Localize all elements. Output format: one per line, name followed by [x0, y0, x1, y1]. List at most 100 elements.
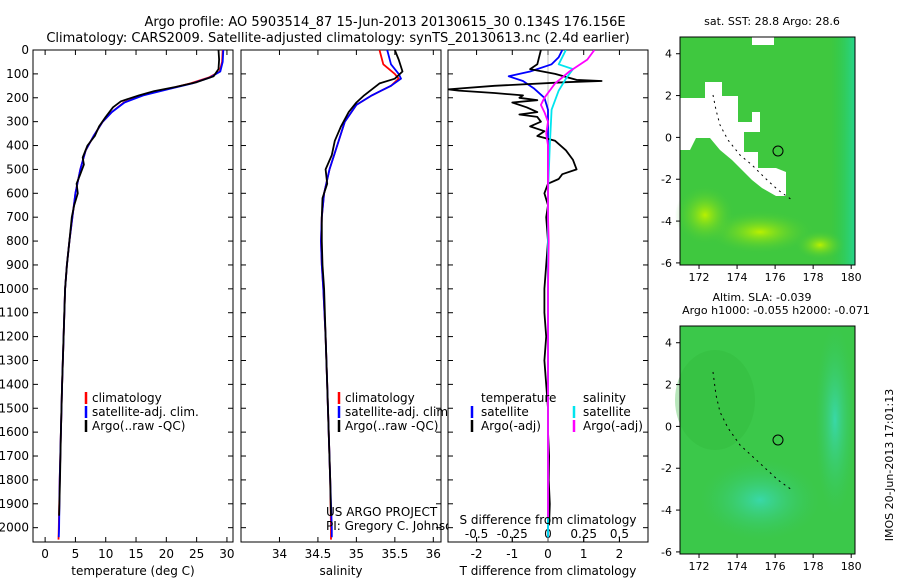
map-y-tick-label: -6: [661, 257, 672, 270]
x-tick-label: 5: [72, 547, 80, 561]
map-x-tick-label: 178: [803, 271, 824, 284]
legend-label-clim: climatology: [92, 391, 162, 405]
y-tick-label: 600: [6, 186, 29, 200]
sst-map-cloud-mask: [752, 37, 774, 45]
x-tick-label: 10: [98, 547, 113, 561]
legend-label-argo: Argo(..raw -QC): [92, 419, 185, 433]
difference-y-ticks: [448, 49, 648, 529]
y-tick-label: 2000: [0, 521, 29, 535]
map-x-tick-label: 176: [765, 271, 786, 284]
map-y-tick-label: -6: [661, 546, 672, 559]
sla-map-frame: [679, 325, 856, 555]
y-tick-label: 300: [6, 115, 29, 129]
x-tick-label: 25: [189, 547, 204, 561]
x-tick-label: 15: [128, 547, 143, 561]
sla-map-high-patch: [815, 325, 855, 515]
temperature-x-label: temperature (deg C): [71, 564, 194, 578]
temperature-x-ticks: 0 5 10 15 20 25 30: [41, 50, 235, 561]
map-x-tick-label: 176: [765, 560, 786, 573]
map-y-tick-label: 2: [665, 90, 672, 103]
sst-map-cloud-mask: [680, 82, 786, 196]
legend-title-temperature: temperature: [481, 391, 556, 405]
y-tick-label: 1700: [0, 449, 29, 463]
salinity-legend: climatology satellite-adj. clim. Argo(..…: [337, 391, 452, 433]
y-tick-label: 1200: [0, 330, 29, 344]
x-tick-label: 35: [349, 547, 364, 561]
sst-map-argo-marker: [772, 145, 784, 157]
sla-map-coastline: [712, 371, 793, 491]
temperature-legend: climatology satellite-adj. clim. Argo(..…: [84, 391, 199, 433]
x-tick-label: 34: [272, 547, 287, 561]
map-y-tick-label: 0: [665, 420, 672, 433]
legend-label-s-sat: satellite: [583, 405, 631, 419]
figure-title-line2: Climatology: CARS2009. Satellite-adjuste…: [46, 31, 629, 46]
processing-stamp: IMOS 20-Jun-2013 17:01:13: [883, 389, 896, 542]
x-tick-label: 0: [544, 547, 552, 561]
map-y-tick-label: 0: [665, 131, 672, 144]
legend-label-t-sat: satellite: [481, 405, 529, 419]
x-tick-label: 1: [580, 547, 588, 561]
map-x-tick-label: 174: [727, 271, 748, 284]
salinity-series: [320, 50, 404, 540]
sst-map-frame: [679, 36, 856, 266]
map-y-tick-label: 2: [665, 379, 672, 392]
legend-label-s-argo: Argo(-adj): [583, 419, 643, 433]
legend-title-salinity: salinity: [583, 391, 626, 405]
y-tick-label: 1100: [0, 306, 29, 320]
figure-title-line1: Argo profile: AO 5903514_87 15-Jun-2013 …: [144, 15, 625, 30]
x-tick-label: -2: [471, 547, 483, 561]
temperature-series: [57, 50, 225, 540]
sst-map-cool-patch: [675, 185, 735, 245]
map-y-tick-label: -4: [661, 215, 672, 228]
y-tick-label: 800: [6, 234, 29, 248]
difference-panel: -2 -1 0 1 2 -0.5 -0.25 0 0.25 0.5 S difference f…: [447, 49, 649, 578]
sla-map-low-patch: [675, 350, 755, 450]
map-y-tick-label: 4: [665, 48, 672, 61]
salinity-panel: 34 34.5 35 35.5 36 salinity climatology sate…: [240, 49, 460, 578]
x-tick-label: 35.5: [381, 547, 408, 561]
salinity-plot-frame: [240, 49, 442, 543]
y-tick-label: 900: [6, 258, 29, 272]
x-tick-label: -1: [506, 547, 518, 561]
x-tick-label: 0: [41, 547, 49, 561]
map-x-tick-label: 172: [689, 560, 710, 573]
map-y-tick-label: -4: [661, 504, 672, 517]
x-tick-top-label: -0.25: [497, 527, 528, 541]
difference-x-label: T difference from climatology: [459, 564, 637, 578]
pi-label: PI: Gregory C. Johnson: [326, 519, 460, 533]
map-x-tick-label: 180: [841, 271, 862, 284]
sla-map-high-patch: [700, 460, 820, 540]
sla-map-x-ticks: 172 174 176 178 180: [689, 554, 862, 573]
y-tick-label: 200: [6, 91, 29, 105]
y-tick-label: 1900: [0, 497, 29, 511]
map-y-tick-label: -2: [661, 173, 672, 186]
sst-map-title: sat. SST: 28.8 Argo: 28.6: [704, 15, 840, 28]
legend-label-sat: satellite-adj. clim.: [92, 405, 199, 419]
map-x-tick-label: 174: [727, 560, 748, 573]
y-tick-label: 100: [6, 67, 29, 81]
x-tick-label: 20: [159, 547, 174, 561]
difference-series: [448, 50, 603, 542]
sst-map-coastline: [712, 94, 793, 201]
x-tick-top-label: 0.25: [570, 527, 597, 541]
x-tick-label: 2: [616, 547, 624, 561]
y-tick-label: 1000: [0, 282, 29, 296]
x-tick-label: 34.5: [305, 547, 332, 561]
y-tick-label: 0: [21, 43, 29, 57]
sst-map-cool-patch: [795, 230, 845, 260]
x-tick-top-label: -0.5: [465, 527, 488, 541]
y-tick-label: 400: [6, 139, 29, 153]
sla-map-y-ticks: -6 -4 -2 0 2 4: [661, 337, 680, 559]
map-x-tick-label: 178: [803, 560, 824, 573]
sla-map-title: Altim. SLA: -0.039: [712, 291, 811, 304]
salinity-x-ticks: 34 34.5 35 35.5 36: [272, 50, 441, 561]
legend-label-argo: Argo(..raw -QC): [345, 419, 438, 433]
temperature-plot-frame: [32, 49, 234, 543]
y-tick-label: 700: [6, 210, 29, 224]
legend-label-clim: climatology: [345, 391, 415, 405]
sla-map-argo-marker: [772, 434, 784, 446]
series-argo-raw-qc: [58, 50, 221, 516]
y-tick-label: 1300: [0, 353, 29, 367]
y-tick-label: 1600: [0, 425, 29, 439]
